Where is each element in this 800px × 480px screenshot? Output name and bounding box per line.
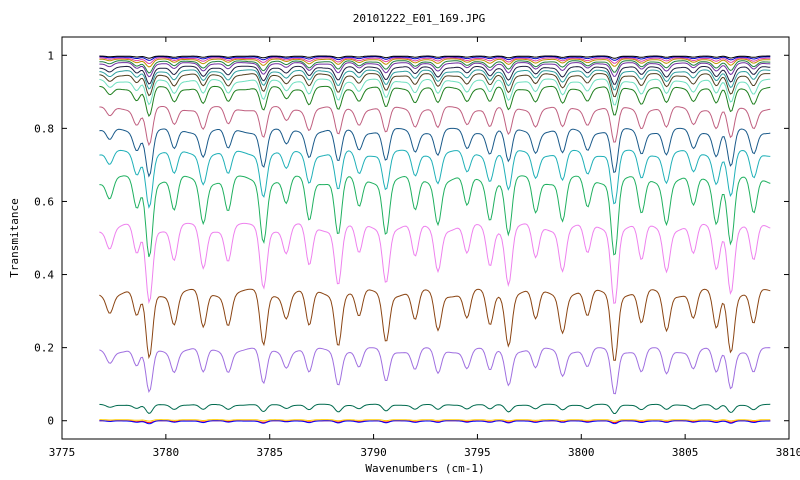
x-tick-label: 3785: [256, 446, 283, 459]
series-line: [99, 149, 771, 209]
series-line: [99, 57, 771, 65]
y-tick-label: 0.6: [34, 195, 54, 208]
series-line: [99, 222, 771, 305]
series-line: [99, 420, 771, 425]
series-line: [99, 73, 771, 98]
x-axis: 3775 3780 3785 3790 3795 3800 3805 3810: [49, 37, 800, 459]
series-line: [99, 60, 771, 74]
y-axis: 0 0.2 0.4 0.6 0.8 1: [34, 49, 789, 428]
series-line: [99, 403, 771, 414]
y-tick-label: 1: [47, 49, 54, 62]
series-line: [99, 62, 771, 78]
plot-frame: [61, 36, 790, 440]
series-line: [99, 78, 771, 106]
series-lines: [99, 55, 771, 425]
series-line: [99, 58, 771, 68]
series-line: [99, 55, 771, 59]
y-tick-label: 0.4: [34, 269, 54, 282]
series-line: [99, 347, 771, 395]
series-line: [99, 419, 771, 422]
series-line: [99, 56, 771, 61]
x-tick-label: 3810: [776, 446, 800, 459]
y-tick-label: 0: [47, 415, 54, 428]
x-tick-label: 3780: [153, 446, 180, 459]
series-line: [99, 69, 771, 91]
series-line: [99, 127, 771, 178]
chart-title: 20101222_E01_169.JPG: [353, 12, 485, 25]
y-tick-label: 0.2: [34, 342, 54, 355]
x-tick-label: 3795: [464, 446, 491, 459]
x-tick-label: 3775: [49, 446, 76, 459]
x-tick-label: 3790: [360, 446, 387, 459]
x-tick-label: 3805: [672, 446, 699, 459]
series-line: [99, 175, 771, 258]
series-line: [99, 85, 771, 118]
y-axis-label: Transmitance: [8, 198, 21, 277]
series-line: [99, 106, 771, 147]
y-tick-label: 0.8: [34, 122, 54, 135]
x-tick-label: 3800: [568, 446, 595, 459]
series-line: [99, 288, 771, 361]
series-line: [99, 65, 771, 85]
x-axis-label: Wavenumbers (cm-1): [365, 462, 484, 475]
